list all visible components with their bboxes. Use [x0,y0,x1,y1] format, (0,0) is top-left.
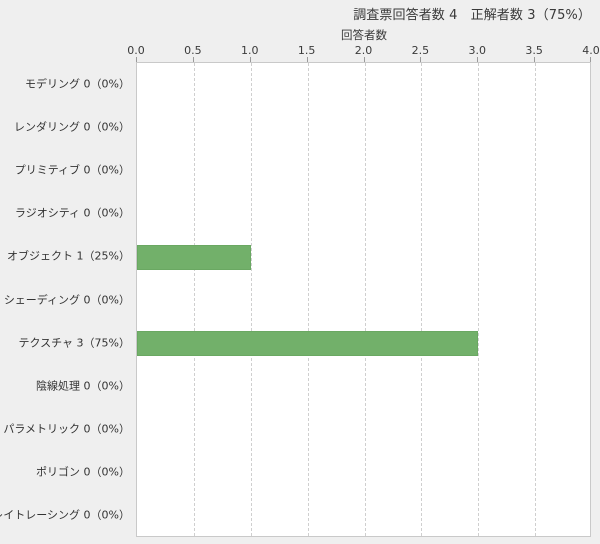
bar [137,331,479,357]
y-tick-label: モデリング 0（0%） [25,77,130,91]
y-tick-label: レンダリング 0（0%） [14,120,130,134]
bar [137,244,251,270]
x-tick-mark [249,57,251,62]
y-tick-label: 陰線処理 0（0%） [36,379,130,393]
x-tick-label: 1.5 [297,44,316,57]
gridline [364,63,367,536]
y-tick-label: レイトレーシング 0（0%） [0,508,130,522]
x-tick-label: 1.0 [241,44,259,57]
x-axis-tick-labels: 0.0 0.5 1.0 1.5 2.0 2.5 3.0 3.5 4.0 [0,44,600,58]
y-tick-label: プリミティブ 0（0%） [14,163,130,177]
x-tick-mark [306,57,308,62]
gridlines [137,63,590,536]
gridline [250,63,253,536]
gridline [307,63,310,536]
gridline [193,63,196,536]
x-tick-label: 0.5 [184,44,202,57]
y-tick-label: テクスチャ 3（75%） [18,336,130,350]
x-tick-label: 3.5 [525,44,543,57]
y-axis-tick-labels: モデリング 0（0%） レンダリング 0（0%） プリミティブ 0（0%） ラジオシテ… [0,62,130,537]
y-tick-label: パラメトリック 0（0%） [3,422,130,436]
x-tick-mark [136,57,137,62]
gridline [535,63,537,536]
y-tick-label: シェーディング 0（0%） [3,293,130,306]
x-tick-mark [420,57,422,62]
bar-series [137,63,590,536]
gridline [478,63,480,536]
y-tick-label: オブジェクト 1（25%） [7,249,130,263]
y-tick-label: ポリゴン 0（0%） [36,465,130,479]
x-tick-mark [534,57,536,62]
x-tick-label: 3.0 [468,44,487,57]
x-tick-label: 2.0 [354,44,373,57]
x-tick-mark [590,57,591,62]
x-tick-mark [477,57,479,62]
x-tick-mark [192,57,194,62]
x-tick-mark [363,57,365,62]
x-axis-ticks [136,57,591,62]
x-tick-label: 0.0 [127,44,145,57]
x-tick-label: 4.0 [582,44,600,57]
plot-area [136,62,591,537]
y-tick-label: ラジオシティ 0（0%） [14,206,130,220]
survey-summary-text: 調査票回答者数 4 正解者数 3（75%） [353,7,591,23]
x-tick-label: 2.5 [411,44,430,57]
chart-header: 調査票回答者数 4 正解者数 3（75%） [0,0,600,26]
gridline [421,63,423,536]
x-axis-title: 回答者数 [341,28,387,42]
